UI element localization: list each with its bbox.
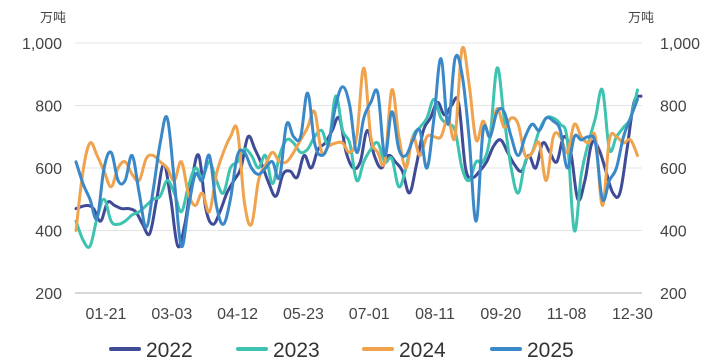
x-axis-ticks: 01-21 03-03 04-12 05-23 07-01 08-11 09-20 11-08…	[86, 306, 653, 323]
left-unit-label: 万吨	[40, 11, 66, 26]
x-tick-label: 07-01	[349, 306, 390, 323]
y-tick-label-right: 200	[660, 286, 687, 303]
right-unit-label: 万吨	[628, 11, 654, 26]
series-line-2024	[74, 45, 639, 232]
legend-label-2023: 2023	[273, 339, 320, 361]
y-tick-label-right: 1,000	[660, 36, 700, 53]
x-tick-label: 04-12	[217, 306, 258, 323]
series-line-2022	[74, 94, 643, 249]
x-tick-label: 08-11	[415, 306, 455, 323]
y-axis-ticks: 200 200 400 400 600 600 800 800 1,000 1,000	[22, 36, 700, 303]
y-tick-label-left: 1,000	[22, 36, 62, 53]
y-tick-label-left: 800	[35, 99, 62, 116]
series-line-2025	[74, 53, 639, 248]
y-tick-label-right: 600	[660, 161, 687, 178]
x-tick-label: 01-21	[86, 306, 127, 323]
legend: 2022 2023 2024 2025	[109, 339, 574, 361]
legend-label-2025: 2025	[527, 339, 574, 361]
y-tick-label-left: 200	[35, 286, 62, 303]
x-tick-label: 03-03	[151, 306, 192, 323]
legend-label-2022: 2022	[146, 339, 193, 361]
x-tick-label: 05-23	[283, 306, 324, 323]
x-tick-label: 09-20	[480, 306, 521, 323]
x-tick-label: 12-30	[612, 306, 653, 323]
legend-label-2024: 2024	[399, 339, 446, 361]
y-tick-label-right: 800	[660, 99, 687, 116]
y-tick-label-left: 600	[35, 161, 62, 178]
y-tick-label-left: 400	[35, 224, 62, 241]
series-lines	[74, 45, 643, 249]
x-tick-label: 11-08	[547, 306, 587, 323]
y-tick-label-right: 400	[660, 224, 687, 241]
